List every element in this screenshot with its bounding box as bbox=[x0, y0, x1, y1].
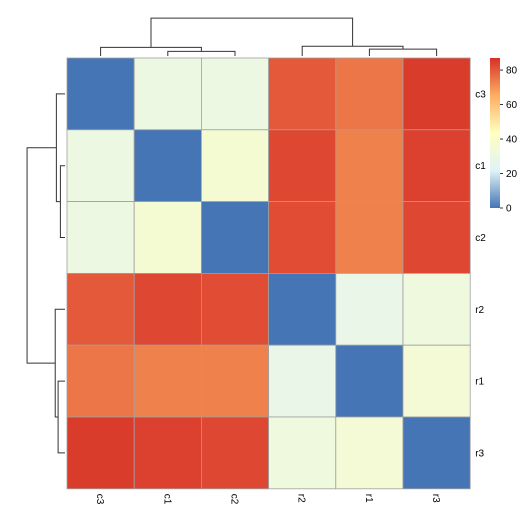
row-label: r1 bbox=[475, 377, 484, 388]
heatmap-cell-r2-r1 bbox=[335, 272, 404, 346]
dendrogram-branch bbox=[150, 17, 354, 48]
heatmap-cell-c2-c1 bbox=[133, 201, 202, 274]
heatmap-cell-c1-r2 bbox=[268, 129, 337, 203]
heatmap-cell-c3-c1 bbox=[133, 57, 202, 131]
row-label: r2 bbox=[475, 305, 484, 316]
heatmap-cell-r1-c2 bbox=[200, 344, 269, 418]
colorbar-ticks: 0 20 40 60 80 bbox=[500, 66, 518, 215]
heatmap-cell-c3-r1 bbox=[335, 57, 404, 131]
row-label: c3 bbox=[475, 89, 486, 100]
colorbar-tick-label: 60 bbox=[506, 100, 518, 111]
heatmap-cell-c1-r3 bbox=[402, 129, 471, 203]
row-label: c1 bbox=[475, 161, 486, 172]
dendrogram-branch bbox=[57, 380, 65, 454]
heatmap-cell-r1-r2 bbox=[268, 344, 337, 418]
heatmap-cells bbox=[66, 57, 471, 490]
heatmap-cell-c2-r2 bbox=[268, 201, 337, 274]
heatmap-cell-r1-c3 bbox=[66, 344, 135, 418]
heatmap-cell-c2-r1 bbox=[335, 201, 404, 274]
heatmap-cell-c1-r1 bbox=[335, 129, 404, 203]
heatmap-cell-r3-r2 bbox=[268, 416, 337, 490]
heatmap-cell-c3-c2 bbox=[200, 57, 269, 131]
heatmap-cell-c3-r3 bbox=[402, 57, 471, 131]
column-label: c2 bbox=[229, 494, 240, 505]
heatmap-cell-r1-r3 bbox=[402, 344, 471, 418]
row-label: r3 bbox=[475, 448, 484, 459]
heatmap-cell-r1-r1 bbox=[335, 344, 404, 418]
heatmap-cell-c1-c2 bbox=[200, 129, 269, 203]
colorbar: 0 20 40 60 80 bbox=[490, 58, 518, 215]
column-label: r1 bbox=[363, 494, 374, 503]
heatmap-cell-r3-r3 bbox=[402, 416, 471, 490]
row-dendrogram bbox=[26, 93, 65, 454]
colorbar-gradient bbox=[490, 58, 500, 208]
heatmap-cell-c2-c2 bbox=[200, 201, 269, 274]
dendrogram-branch bbox=[167, 50, 236, 56]
colorbar-tick-label: 40 bbox=[506, 135, 518, 146]
heatmap-cell-r2-r3 bbox=[402, 272, 471, 346]
dendrogram-branch bbox=[368, 48, 438, 56]
colorbar-tick-label: 80 bbox=[506, 66, 518, 77]
heatmap-cell-r2-r2 bbox=[268, 272, 337, 346]
column-label: r2 bbox=[296, 494, 307, 503]
heatmap-cell-c3-r2 bbox=[268, 57, 337, 131]
dendrogram-branch bbox=[54, 308, 65, 418]
row-labels: c3 c1 c2 r2 r1 r3 bbox=[475, 89, 486, 459]
heatmap-cell-c1-c1 bbox=[133, 129, 202, 203]
heatmap-cell-r3-c1 bbox=[133, 416, 202, 490]
heatmap-cell-r2-c2 bbox=[200, 272, 269, 346]
heatmap-cell-r3-c3 bbox=[66, 416, 135, 490]
heatmap-cell-c1-c3 bbox=[66, 129, 135, 203]
dendrogram-branch bbox=[26, 147, 57, 364]
heatmap-cell-r3-c2 bbox=[200, 416, 269, 490]
colorbar-tick-label: 20 bbox=[506, 169, 518, 180]
dendrogram-branch bbox=[59, 165, 65, 238]
heatmap-cell-r1-c1 bbox=[133, 344, 202, 418]
heatmap-cell-c2-r3 bbox=[402, 201, 471, 274]
heatmap-cell-r2-c3 bbox=[66, 272, 135, 346]
column-label: c1 bbox=[161, 494, 172, 505]
heatmap-cell-r2-c1 bbox=[133, 272, 202, 346]
column-labels: c3 c1 c2 r2 r1 r3 bbox=[94, 494, 441, 505]
colorbar-tick-label: 0 bbox=[506, 204, 512, 215]
heatmap-cell-c2-c3 bbox=[66, 201, 135, 274]
column-dendrogram bbox=[100, 17, 438, 56]
dendrogram-branch bbox=[301, 45, 404, 56]
row-label: c2 bbox=[475, 233, 486, 244]
heatmap-cell-c3-c3 bbox=[66, 57, 135, 131]
column-label: r3 bbox=[430, 494, 441, 503]
heatmap-cell-r3-r1 bbox=[335, 416, 404, 490]
column-label: c3 bbox=[94, 494, 105, 505]
